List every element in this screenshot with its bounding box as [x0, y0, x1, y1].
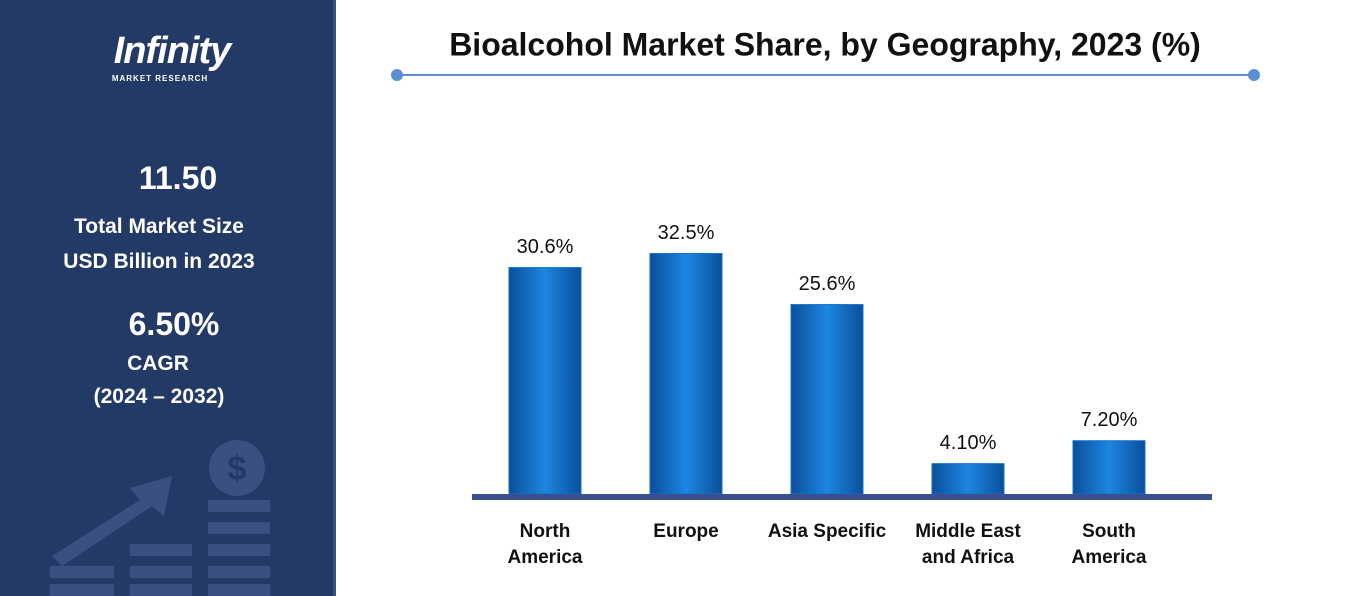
bar [931, 463, 1005, 495]
logo: Infinity [113, 30, 232, 72]
cagr-period: (2024 – 2032) [93, 385, 225, 408]
bar [1072, 440, 1146, 495]
growth-icon: $ [50, 440, 270, 596]
x-tick-label: Europe [653, 521, 719, 542]
x-tick-label: North America [507, 521, 583, 568]
cagr-value: 6.50% [128, 306, 220, 342]
data-label: 4.10% [940, 432, 997, 454]
rule-dot [391, 69, 403, 81]
x-tick-label: South America [1071, 521, 1147, 568]
market-size-label: USD Billion in 2023 [63, 250, 255, 273]
market-size: 11.50 [138, 160, 218, 196]
chart-title: Bioalcohol Market Share, by Geography, 2… [449, 26, 1201, 62]
data-label: 25.6% [799, 273, 856, 295]
x-tick-label: Middle East and Africa [915, 521, 1021, 568]
bar [508, 267, 582, 495]
svg-text:$: $ [228, 450, 247, 488]
data-label: 32.5% [658, 222, 715, 244]
cagr-label: CAGR [127, 352, 189, 375]
sidebar: Infinity MARKET RESEARCH 11.50 Total Mar… [0, 0, 336, 596]
logo-subtitle: MARKET RESEARCH [111, 74, 209, 83]
data-label: 7.20% [1081, 409, 1138, 431]
bar [790, 304, 864, 495]
x-tick-label: Asia Specific [767, 521, 887, 542]
rule-dot [1248, 69, 1260, 81]
market-size-label: Total Market Size [74, 215, 244, 238]
bar [649, 253, 723, 495]
data-label: 30.6% [517, 236, 574, 258]
